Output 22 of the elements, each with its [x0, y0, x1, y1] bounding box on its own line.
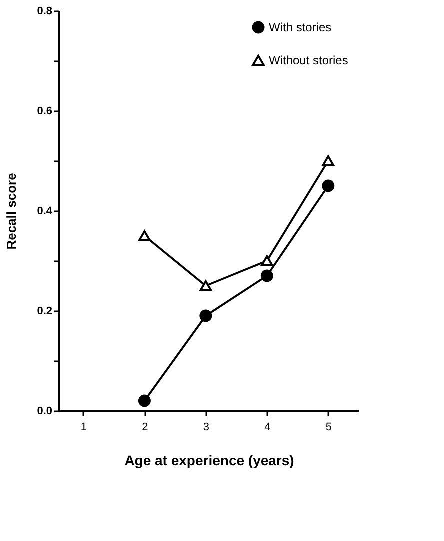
x-tick-label: 2: [142, 422, 148, 434]
x-tick-label: 1: [80, 422, 88, 434]
x-tick-label: 5: [326, 422, 332, 434]
y-tick-label: 0.6: [37, 106, 52, 118]
point: [322, 180, 335, 192]
legend-label: With stories: [269, 20, 332, 34]
point: [138, 230, 151, 242]
point: [260, 255, 274, 267]
y-tick-label: 0.8: [37, 6, 52, 18]
y-tick-label: 0.4: [37, 206, 54, 218]
point: [138, 394, 151, 408]
y-tick-label: 0.0: [37, 406, 52, 418]
x-tick-label: 4: [264, 422, 271, 434]
y-tick-label: 0.2: [37, 306, 52, 318]
legend-label: Without stories: [269, 54, 348, 68]
point: [260, 270, 274, 282]
y-axis-title: Recall score: [4, 173, 20, 250]
x-axis-title: Age at experience (years): [124, 452, 294, 468]
x-tick-label: 3: [203, 422, 210, 434]
point: [200, 310, 212, 322]
point: [200, 280, 212, 292]
point: [322, 155, 335, 167]
